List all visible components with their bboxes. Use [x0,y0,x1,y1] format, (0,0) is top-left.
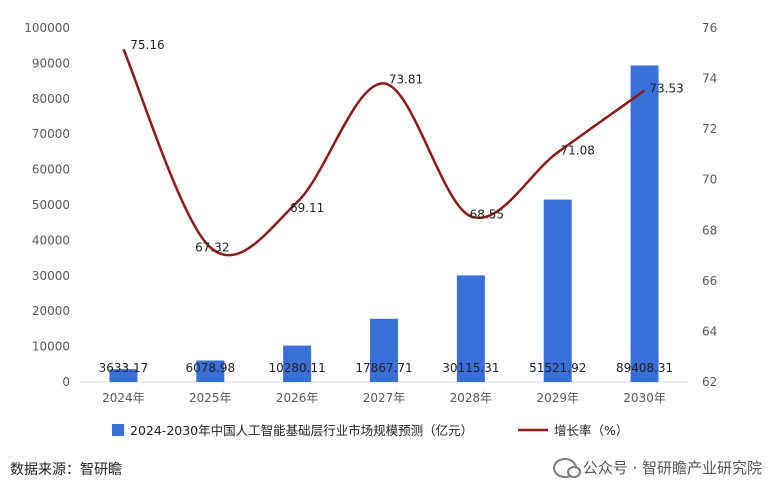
legend-bar-label: 2024-2030年中国人工智能基础层行业市场规模预测（亿元） [130,423,473,438]
growth-rate-line [122,48,646,257]
right-tick-label: 66 [702,274,717,288]
left-tick-label: 60000 [32,163,70,177]
x-tick-label: 2028年 [450,391,493,405]
bar [370,318,398,382]
x-tick-label: 2025年 [189,391,232,405]
wechat-icon [552,457,581,478]
right-tick-label: 64 [702,324,717,338]
bar-value-label: 30115.31 [442,361,499,375]
source-note: 数据来源：智研瞻 [10,462,122,478]
x-axis-ticks: 2024年 2025年 2026年 2027年 2028年 2029年 2030年 [102,391,666,405]
line-data-labels: 75.16 67.32 69.11 73.81 68.55 71.08 73.53 [130,38,684,254]
bar [543,199,572,382]
bar [283,345,312,382]
bar-value-label: 3633.17 [99,361,149,375]
right-axis-ticks: 62 64 66 68 70 72 74 76 [702,21,717,389]
left-tick-label: 80000 [32,92,70,106]
line-value-label: 73.53 [649,81,683,95]
right-tick-label: 68 [702,223,717,237]
watermark-text: 公众号 · 智研瞻产业研究院 [582,459,762,477]
x-tick-label: 2029年 [536,391,579,405]
left-axis-ticks: 0 10000 20000 30000 40000 50000 60000 70000 8000… [24,21,70,389]
bar [196,360,225,382]
left-tick-label: 0 [62,375,70,389]
left-tick-label: 40000 [32,233,70,247]
legend: 2024-2030年中国人工智能基础层行业市场规模预测（亿元） 增长率（%） [112,423,628,438]
left-tick-label: 20000 [32,304,70,318]
line-value-label: 73.81 [389,72,423,86]
bar-value-label: 6078.98 [185,361,235,375]
bar-series [109,65,659,383]
line-value-label: 75.16 [130,38,164,52]
left-tick-label: 10000 [32,340,70,354]
watermark: 公众号 · 智研瞻产业研究院 [552,457,762,478]
right-tick-label: 62 [702,375,717,389]
left-tick-label: 100000 [24,21,70,35]
line-value-label: 67.32 [195,240,229,254]
bar [456,275,485,382]
bar-value-label: 17867.71 [355,361,412,375]
x-tick-label: 2027年 [363,391,406,405]
right-tick-label: 76 [702,21,717,35]
x-tick-label: 2030年 [623,391,666,405]
footer: 数据来源：智研瞻 公众号 · 智研瞻产业研究院 [0,455,776,485]
line-value-label: 68.55 [470,207,504,221]
left-tick-label: 50000 [32,198,70,212]
right-tick-label: 72 [702,122,717,136]
bar [630,65,659,383]
bar-value-label: 51521.92 [529,361,586,375]
bar [109,369,138,382]
left-tick-label: 70000 [32,127,70,141]
line-value-label: 71.08 [561,143,595,157]
x-tick-label: 2024年 [102,391,145,405]
bar-value-label: 89408.31 [616,361,673,375]
left-tick-label: 30000 [32,269,70,283]
legend-line-label: 增长率（%） [554,423,628,438]
x-tick-label: 2026年 [276,391,319,405]
line-value-label: 69.11 [290,201,324,215]
bar-data-labels: 3633.17 6078.98 10280.11 17867.71 30115.31 51… [99,361,674,375]
legend-bar-swatch [112,424,124,436]
chart: 0 10000 20000 30000 40000 50000 60000 70000 8000… [24,21,717,438]
right-tick-label: 70 [702,173,717,187]
right-tick-label: 74 [702,72,717,86]
bar-value-label: 10280.11 [269,361,326,375]
left-tick-label: 90000 [32,56,70,70]
